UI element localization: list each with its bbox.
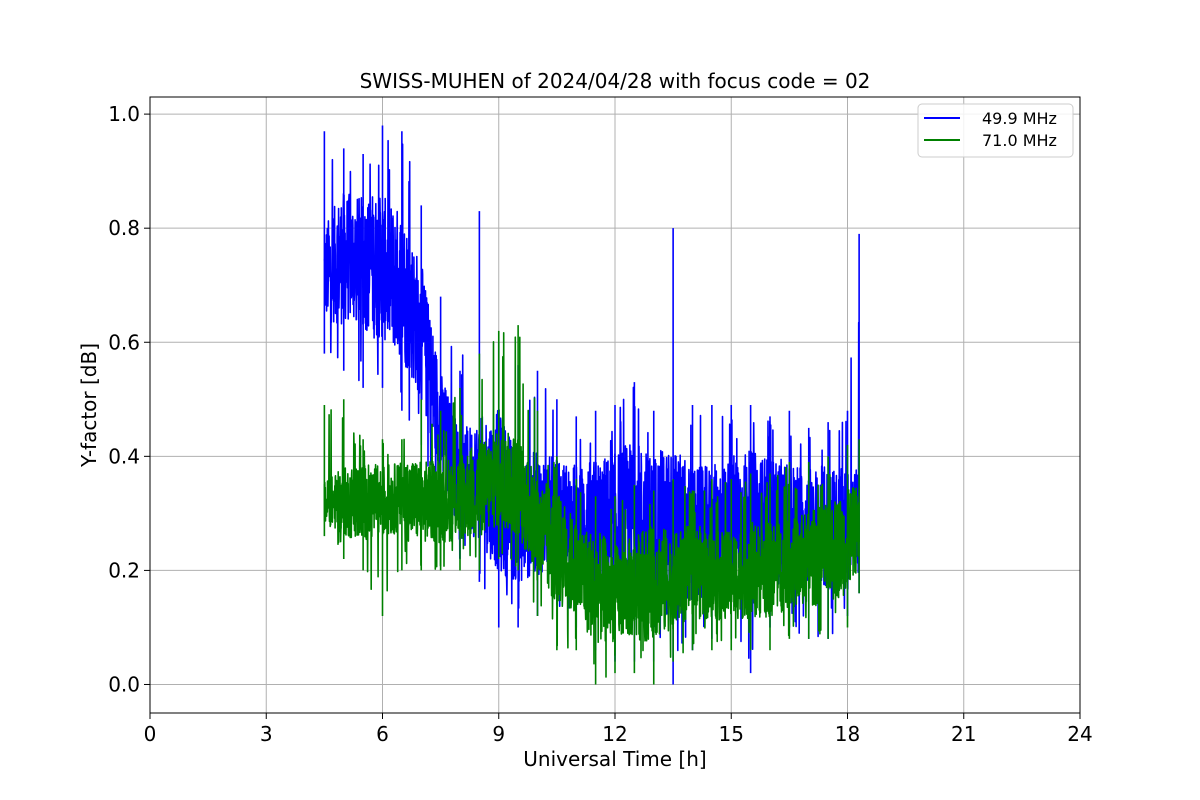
- x-tick-label-5: 15: [719, 722, 744, 746]
- y-tick-label-4: 0.8: [108, 216, 140, 240]
- x-tick-label-1: 3: [260, 722, 273, 746]
- chart-title: SWISS-MUHEN of 2024/04/28 with focus cod…: [360, 69, 871, 93]
- y-axis: 0.0 0.2 0.4 0.6 0.8 1.0: [108, 102, 150, 696]
- plot-area: [323, 125, 860, 685]
- x-tick-label-3: 9: [492, 722, 505, 746]
- x-tick-label-8: 24: [1067, 722, 1092, 746]
- legend: 49.9 MHz 71.0 MHz: [917, 103, 1074, 158]
- legend-label-1: 71.0 MHz: [982, 131, 1057, 150]
- y-tick-label-2: 0.4: [108, 444, 140, 468]
- x-tick-label-7: 21: [951, 722, 976, 746]
- x-tick-label-4: 12: [602, 722, 627, 746]
- y-tick-label-1: 0.2: [108, 558, 140, 582]
- y-tick-label-5: 1.0: [108, 102, 140, 126]
- x-axis: 0 3 6 9 12 15 18 21 24: [144, 713, 1093, 746]
- legend-label-0: 49.9 MHz: [982, 109, 1057, 128]
- x-tick-label-6: 18: [835, 722, 860, 746]
- x-tick-label-0: 0: [144, 722, 157, 746]
- x-axis-label: Universal Time [h]: [523, 747, 706, 771]
- y-tick-label-0: 0.0: [108, 672, 140, 696]
- y-axis-label: Y-factor [dB]: [77, 343, 101, 468]
- y-tick-label-3: 0.6: [108, 330, 140, 354]
- x-tick-label-2: 6: [376, 722, 389, 746]
